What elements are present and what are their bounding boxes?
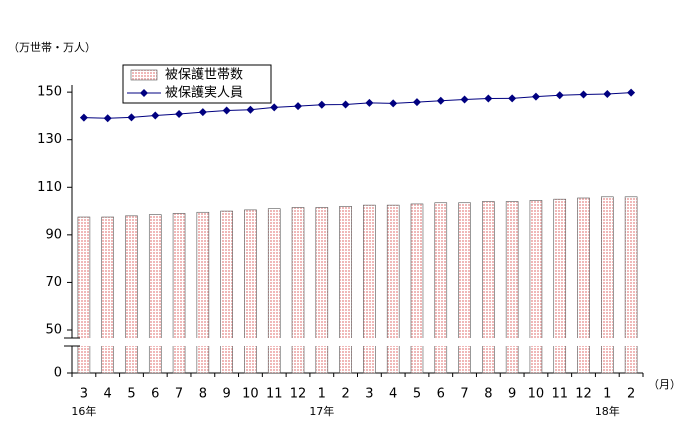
bar — [291, 207, 305, 374]
marker — [246, 105, 255, 114]
marker — [579, 90, 588, 99]
marker — [317, 100, 326, 109]
x-tick-label: 1 — [603, 387, 611, 402]
x-tick-label: 2 — [341, 387, 349, 402]
legend-label: 被保護世帯数 — [165, 67, 243, 83]
x-tick-label: 2 — [627, 387, 635, 402]
marker — [603, 90, 612, 99]
y-tick-label: 70 — [45, 275, 62, 290]
bar — [172, 213, 186, 374]
x-tick-label: 12 — [575, 387, 592, 402]
bar — [244, 209, 257, 374]
x-tick-label: 8 — [484, 387, 492, 402]
x-tick-label: 11 — [551, 387, 568, 402]
marker — [531, 92, 540, 101]
marker — [103, 114, 112, 123]
marker — [175, 110, 184, 119]
y-tick-label: 150 — [37, 85, 62, 100]
bar — [101, 216, 114, 374]
x-tick-label: 11 — [266, 387, 283, 402]
x-tick-label: 7 — [460, 387, 468, 402]
bar — [220, 210, 233, 374]
x-sublabel: 18年 — [595, 404, 620, 418]
bar — [125, 215, 138, 374]
x-sublabel: 17年 — [309, 404, 334, 418]
marker — [270, 103, 279, 112]
y-tick-label: 110 — [37, 180, 62, 195]
bar — [315, 207, 329, 374]
legend-label: 被保護実人員 — [165, 85, 243, 101]
bar — [505, 201, 519, 374]
marker — [365, 98, 374, 107]
bar — [196, 211, 210, 374]
bar — [267, 208, 281, 374]
bar — [553, 198, 567, 374]
y-tick-label: 0 — [54, 366, 62, 381]
marker — [460, 95, 469, 104]
bar — [601, 196, 614, 374]
bar — [339, 206, 352, 374]
x-unit-label: （月） — [648, 378, 681, 391]
marker — [294, 102, 303, 111]
bar — [363, 204, 376, 374]
y-tick-label: 130 — [37, 132, 62, 147]
x-tick-label: 5 — [413, 387, 421, 402]
x-tick-label: 9 — [223, 387, 231, 402]
bar — [410, 203, 424, 374]
marker — [341, 100, 350, 109]
x-tick-label: 6 — [437, 387, 445, 402]
marker — [389, 99, 398, 108]
marker — [436, 96, 445, 105]
y-tick-label: 50 — [45, 323, 62, 338]
marker — [412, 98, 421, 107]
bar — [577, 197, 590, 374]
bar — [77, 216, 91, 374]
x-tick-label: 3 — [365, 387, 373, 402]
x-tick-label: 7 — [175, 387, 183, 402]
marker — [484, 94, 493, 103]
bar — [458, 202, 471, 374]
marker — [127, 113, 136, 122]
x-tick-label: 4 — [389, 387, 397, 402]
unit-label: （万世帯・万人） — [8, 41, 96, 54]
marker — [508, 94, 517, 103]
marker — [222, 106, 231, 115]
bar — [148, 214, 162, 374]
legend-marker — [140, 89, 148, 97]
x-tick-label: 9 — [508, 387, 516, 402]
bar — [529, 200, 543, 374]
marker — [555, 91, 564, 100]
marker — [151, 111, 160, 120]
axis-break — [64, 338, 645, 346]
marker — [198, 108, 207, 117]
x-tick-label: 6 — [151, 387, 159, 402]
bar — [386, 204, 400, 374]
bar — [482, 201, 495, 374]
x-sublabel: 16年 — [71, 404, 96, 418]
x-tick-label: 8 — [199, 387, 207, 402]
bar — [624, 196, 638, 374]
x-tick-label: 10 — [528, 387, 545, 402]
line — [83, 92, 632, 119]
x-tick-label: 3 — [80, 387, 88, 402]
x-tick-label: 5 — [127, 387, 135, 402]
marker — [79, 113, 88, 122]
x-tick-label: 1 — [318, 387, 326, 402]
marker — [627, 88, 636, 97]
y-tick-label: 90 — [45, 227, 62, 242]
x-tick-label: 4 — [104, 387, 112, 402]
x-tick-label: 12 — [290, 387, 307, 402]
x-tick-label: 10 — [242, 387, 259, 402]
bar — [434, 202, 448, 374]
legend-swatch — [130, 69, 158, 81]
